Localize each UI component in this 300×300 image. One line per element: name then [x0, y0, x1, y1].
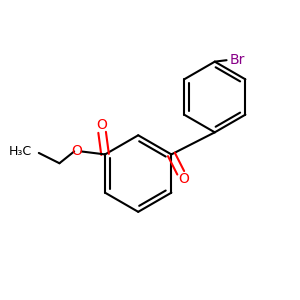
Text: O: O: [97, 118, 108, 132]
Text: O: O: [72, 144, 83, 158]
Text: O: O: [178, 172, 190, 186]
Text: Br: Br: [230, 53, 245, 67]
Text: H₃C: H₃C: [8, 145, 32, 158]
